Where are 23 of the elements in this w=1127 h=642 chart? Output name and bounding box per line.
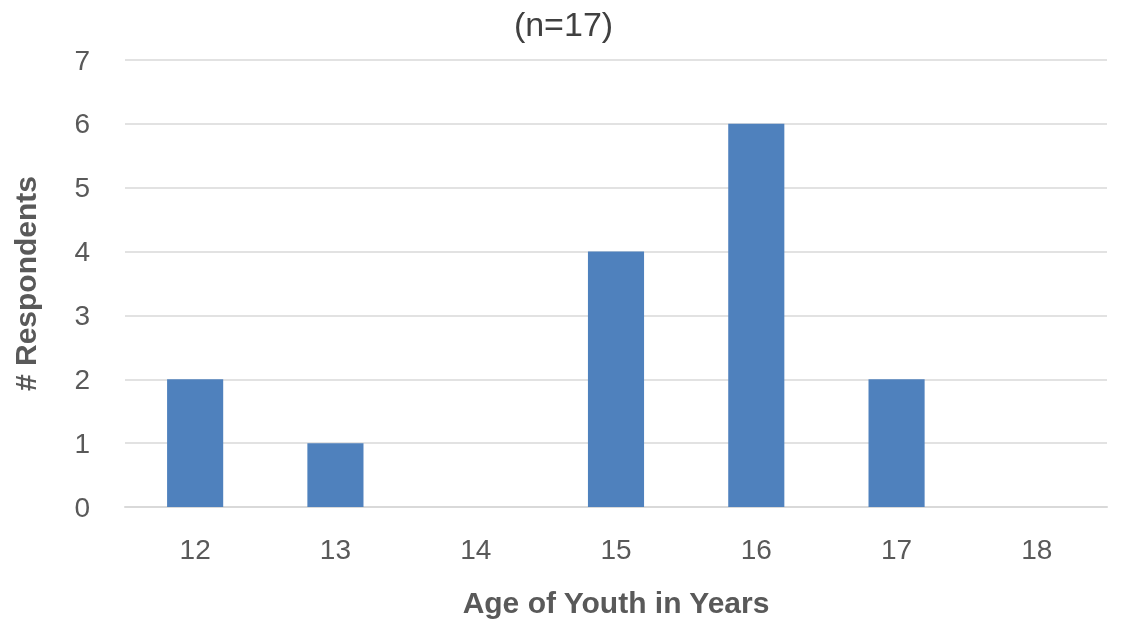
y-tick-label: 4 [74,236,90,268]
bar [868,379,925,507]
y-tick-label: 0 [74,491,90,523]
y-axis-title: # Respondents [8,175,42,392]
y-tick-label: 5 [74,172,90,204]
y-tick-label: 6 [74,108,90,140]
bar [728,123,785,507]
x-tick-label: 13 [319,533,352,565]
y-tick-label: 3 [74,299,90,331]
x-tick-label: 16 [740,533,772,565]
y-tick-label: 7 [74,44,90,76]
x-tick-label: 15 [600,533,632,565]
chart-title: (n=17) [513,5,614,43]
bar [167,379,224,507]
x-tick-label: 12 [179,533,211,565]
x-tick-label: 14 [460,533,492,565]
x-tick-label: 17 [880,533,913,565]
bar [307,443,364,507]
y-tick-label: 1 [74,427,90,459]
x-axis-title: Age of Youth in Years [462,585,770,619]
bar [587,251,645,507]
x-tick-label: 18 [1021,533,1053,565]
y-tick-label: 2 [74,363,90,395]
